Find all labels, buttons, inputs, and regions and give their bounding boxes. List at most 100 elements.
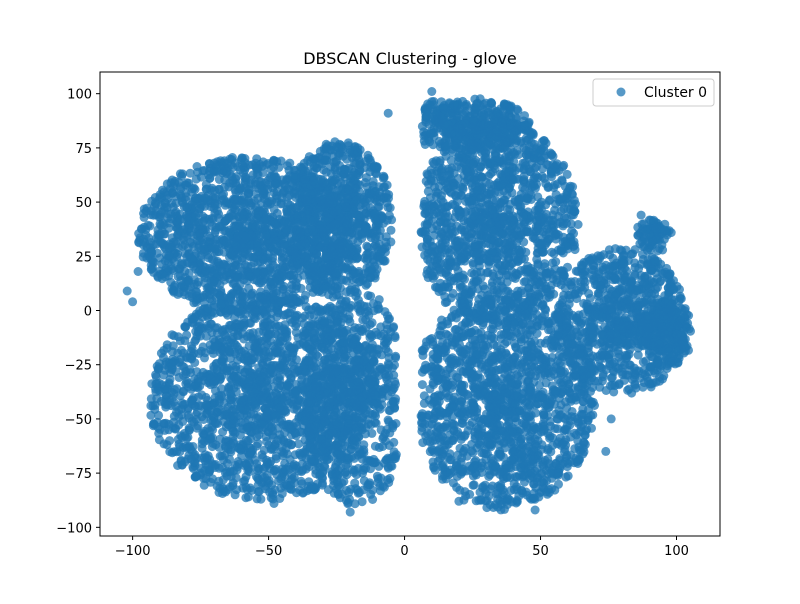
data-point [261, 432, 271, 442]
data-point [246, 297, 256, 306]
data-point [350, 336, 360, 346]
data-point [268, 341, 278, 351]
data-point [345, 494, 354, 504]
data-point [360, 178, 370, 187]
data-point [330, 219, 340, 229]
data-point [349, 158, 359, 168]
data-point [354, 355, 364, 365]
data-point [189, 314, 199, 324]
data-point [281, 464, 291, 474]
data-point [373, 246, 383, 256]
data-point [291, 278, 301, 288]
data-point [277, 415, 287, 425]
data-point [365, 333, 375, 343]
data-point [267, 422, 277, 432]
data-point [169, 186, 179, 196]
data-point [364, 266, 374, 276]
data-point [190, 196, 200, 206]
data-point [164, 251, 174, 260]
data-point [335, 244, 345, 254]
data-point [308, 225, 318, 235]
data-point [224, 293, 234, 303]
data-point [316, 394, 326, 404]
data-point [224, 231, 234, 241]
data-point [230, 215, 239, 225]
data-point [382, 320, 392, 330]
data-point [334, 449, 344, 459]
data-point [198, 217, 208, 227]
data-point [190, 336, 200, 346]
data-point [326, 382, 336, 392]
data-point [209, 203, 219, 213]
data-point [232, 242, 242, 252]
data-point [370, 400, 380, 410]
data-point [155, 253, 165, 263]
data-point [196, 255, 206, 265]
data-point [248, 328, 258, 338]
data-point [288, 422, 298, 432]
data-point [240, 476, 250, 485]
data-point [279, 324, 289, 334]
data-point [280, 217, 290, 227]
data-point [216, 390, 226, 400]
data-point [235, 184, 245, 194]
data-point [383, 203, 393, 212]
data-point [384, 193, 393, 203]
data-point [390, 377, 400, 387]
data-point [139, 209, 149, 218]
data-point [154, 435, 164, 445]
data-point [239, 275, 249, 285]
data-point [203, 196, 213, 206]
data-point [263, 248, 273, 258]
data-point [306, 345, 316, 354]
data-point [221, 216, 231, 226]
data-point [162, 343, 172, 353]
data-point [291, 464, 301, 474]
data-point [370, 234, 380, 244]
data-point [212, 323, 222, 333]
data-point [230, 428, 240, 438]
data-point [368, 458, 378, 468]
data-point [225, 169, 235, 179]
data-point [169, 331, 179, 341]
data-point [177, 241, 187, 251]
data-point [261, 292, 271, 302]
data-point [205, 294, 215, 304]
data-point [190, 216, 200, 226]
data-point [309, 160, 319, 170]
data-point [181, 195, 191, 205]
data-point [241, 493, 251, 503]
data-point [173, 272, 183, 282]
data-point [290, 189, 300, 199]
data-point [239, 346, 249, 356]
data-point [370, 187, 380, 197]
data-point [228, 436, 238, 446]
data-point [350, 268, 360, 278]
data-point [182, 353, 192, 363]
data-point [225, 338, 235, 348]
data-point [383, 336, 393, 346]
data-point [368, 495, 378, 504]
data-point [387, 215, 397, 225]
data-point [171, 401, 181, 411]
data-point [311, 302, 321, 312]
data-point [232, 330, 242, 340]
data-point [295, 227, 305, 237]
data-point [238, 214, 248, 224]
data-point [384, 405, 394, 415]
data-point [352, 412, 361, 422]
data-point [245, 241, 255, 251]
data-point [339, 337, 348, 347]
data-point [202, 321, 212, 331]
data-point [304, 152, 314, 162]
data-point [275, 376, 285, 386]
data-point [199, 244, 209, 254]
data-point [296, 283, 306, 293]
data-point [187, 395, 197, 405]
data-point [246, 175, 256, 185]
data-point [293, 333, 303, 343]
data-point [306, 215, 316, 225]
data-point [355, 307, 365, 317]
